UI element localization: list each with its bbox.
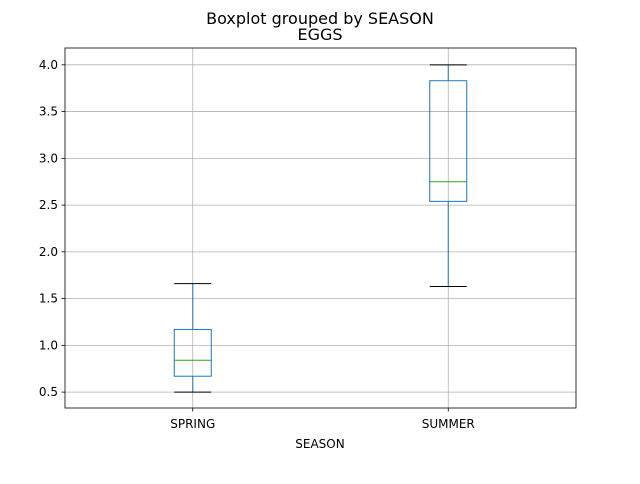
box-elements <box>173 64 468 393</box>
box-group-spring <box>173 283 212 393</box>
y-tick-label: 2.0 <box>39 245 58 259</box>
y-tick-label: 1.5 <box>39 292 58 306</box>
y-tick-label: 1.0 <box>39 338 58 352</box>
y-tick-label: 0.5 <box>39 385 58 399</box>
y-tick-label: 4.0 <box>39 58 58 72</box>
chart-title: EGGS <box>297 25 342 44</box>
y-tick-label: 2.5 <box>39 198 58 212</box>
axis-ticks: 0.5 1.0 1.5 2.0 2.5 3.0 3.5 4.0 SPRING SUMMER <box>39 58 475 431</box>
grid-lines <box>65 48 576 408</box>
box-group-summer <box>429 64 468 287</box>
iqr-box <box>429 80 468 202</box>
x-axis-label: SEASON <box>295 437 344 451</box>
x-tick-label: SUMMER <box>422 417 475 431</box>
y-tick-label: 3.5 <box>39 105 58 119</box>
chart-suptitle: Boxplot grouped by SEASON <box>206 9 434 28</box>
axes-frame <box>64 47 577 409</box>
iqr-box <box>173 328 212 377</box>
x-tick-label: SPRING <box>170 417 215 431</box>
y-tick-label: 3.0 <box>39 151 58 165</box>
